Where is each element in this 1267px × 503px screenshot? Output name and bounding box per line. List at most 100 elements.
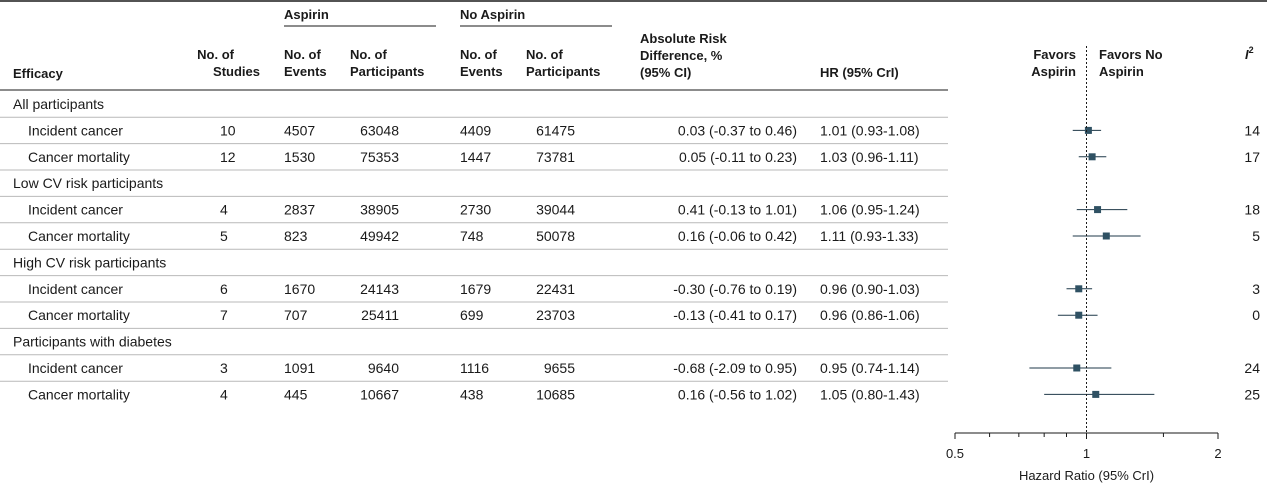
header-favors-no-aspirin-2: Aspirin: [1099, 64, 1144, 79]
no-aspirin-events-cell: 699: [460, 307, 484, 323]
header-favors-aspirin-1: Favors: [1033, 47, 1076, 62]
aspirin-participants-cell: 25411: [361, 307, 399, 323]
i2-cell: 18: [1244, 202, 1260, 218]
header-asp-events-1: No. of: [284, 47, 321, 62]
header-i2-letter: I: [1245, 47, 1249, 62]
aspirin-participants-cell: 24143: [360, 281, 399, 297]
hr-point-marker: [1094, 206, 1102, 214]
absolute-risk-difference-cell: 0.05 (-0.11 to 0.23): [679, 149, 797, 165]
header-ard-2: Difference, %: [640, 48, 723, 63]
no-aspirin-participants-cell: 10685: [536, 386, 575, 402]
row-label: Cancer mortality: [28, 386, 130, 402]
aspirin-participants-cell: 9640: [368, 360, 399, 376]
row-label: Incident cancer: [28, 202, 123, 218]
hr-cell: 0.96 (0.86-1.06): [820, 307, 920, 323]
no-aspirin-participants-cell: 23703: [536, 307, 575, 323]
i2-cell: 17: [1244, 149, 1260, 165]
hr-point-marker: [1102, 232, 1110, 240]
aspirin-events-cell: 4507: [284, 122, 315, 138]
aspirin-participants-cell: 75353: [360, 149, 399, 165]
no-aspirin-participants-cell: 73781: [536, 149, 575, 165]
hr-point-marker: [1075, 285, 1083, 293]
header-ard-1: Absolute Risk: [640, 31, 727, 46]
x-axis-label: Hazard Ratio (95% CrI): [1019, 468, 1154, 483]
absolute-risk-difference-cell: 0.41 (-0.13 to 1.01): [678, 202, 797, 218]
header-no-participants-1: No. of: [526, 47, 563, 62]
aspirin-events-cell: 707: [284, 307, 308, 323]
header-studies-2: Studies: [213, 64, 260, 79]
absolute-risk-difference-cell: -0.13 (-0.41 to 0.17): [673, 307, 797, 323]
header-asp-participants-1: No. of: [350, 47, 387, 62]
group-label: High CV risk participants: [13, 254, 166, 270]
header-aspirin: Aspirin: [284, 7, 329, 22]
header-hr: HR (95% CrI): [820, 65, 899, 80]
aspirin-events-cell: 1670: [284, 281, 315, 297]
group-label: Low CV risk participants: [13, 175, 163, 191]
hr-point-marker: [1084, 126, 1092, 134]
aspirin-events-cell: 2837: [284, 202, 315, 218]
no-aspirin-events-cell: 1116: [460, 360, 489, 376]
i2-cell: 5: [1252, 228, 1260, 244]
no-aspirin-participants-cell: 9655: [544, 360, 575, 376]
no-aspirin-events-cell: 2730: [460, 202, 491, 218]
aspirin-events-cell: 823: [284, 228, 308, 244]
hr-point-marker: [1088, 153, 1096, 161]
studies-cell: 12: [220, 149, 236, 165]
table-header: Aspirin No Aspirin No. of Studies No. of…: [13, 7, 1254, 81]
header-studies-1: No. of: [197, 47, 234, 62]
no-aspirin-events-cell: 4409: [460, 122, 491, 138]
hr-point-marker: [1073, 364, 1081, 372]
header-no-aspirin: No Aspirin: [460, 7, 525, 22]
hr-cell: 1.11 (0.93-1.33): [820, 228, 919, 244]
no-aspirin-participants-cell: 50078: [536, 228, 575, 244]
hr-cell: 0.95 (0.74-1.14): [820, 360, 920, 376]
i2-cell: 0: [1252, 307, 1260, 323]
no-aspirin-participants-cell: 39044: [536, 202, 575, 218]
header-ard-3: (95% CI): [640, 65, 691, 80]
absolute-risk-difference-cell: 0.16 (-0.06 to 0.42): [678, 228, 797, 244]
hr-cell: 1.01 (0.93-1.08): [820, 122, 920, 138]
header-no-events-1: No. of: [460, 47, 497, 62]
absolute-risk-difference-cell: -0.30 (-0.76 to 0.19): [673, 281, 797, 297]
aspirin-participants-cell: 63048: [360, 122, 399, 138]
hr-cell: 1.03 (0.96-1.11): [820, 149, 919, 165]
absolute-risk-difference-cell: -0.68 (-2.09 to 0.95): [673, 360, 797, 376]
row-label: Cancer mortality: [28, 149, 130, 165]
no-aspirin-participants-cell: 61475: [536, 122, 575, 138]
hr-cell: 1.06 (0.95-1.24): [820, 202, 920, 218]
header-no-participants-2: Participants: [526, 64, 600, 79]
header-favors-aspirin-2: Aspirin: [1031, 64, 1076, 79]
no-aspirin-participants-cell: 22431: [536, 281, 575, 297]
i2-cell: 25: [1244, 386, 1260, 402]
aspirin-participants-cell: 49942: [360, 228, 399, 244]
studies-cell: 10: [220, 122, 236, 138]
row-label: Incident cancer: [28, 122, 123, 138]
aspirin-events-cell: 1530: [284, 149, 315, 165]
studies-cell: 7: [220, 307, 228, 323]
i2-cell: 14: [1244, 122, 1260, 138]
aspirin-participants-cell: 38905: [360, 202, 399, 218]
no-aspirin-events-cell: 1679: [460, 281, 491, 297]
hr-cell: 1.05 (0.80-1.43): [820, 386, 920, 402]
x-tick-label: 0.5: [946, 446, 964, 461]
header-asp-events-2: Events: [284, 64, 327, 79]
aspirin-events-cell: 445: [284, 386, 308, 402]
group-label: All participants: [13, 96, 104, 112]
row-label: Incident cancer: [28, 281, 123, 297]
i2-cell: 24: [1244, 360, 1260, 376]
header-asp-participants-2: Participants: [350, 64, 424, 79]
studies-cell: 3: [220, 360, 228, 376]
hr-point-marker: [1092, 390, 1100, 398]
absolute-risk-difference-cell: 0.16 (-0.56 to 1.02): [678, 386, 797, 402]
header-i2: I2: [1245, 45, 1254, 62]
row-label: Incident cancer: [28, 360, 123, 376]
group-label: Participants with diabetes: [13, 334, 172, 350]
studies-cell: 4: [220, 386, 228, 402]
header-efficacy: Efficacy: [13, 66, 64, 81]
studies-cell: 4: [220, 202, 228, 218]
hr-point-marker: [1075, 311, 1083, 319]
no-aspirin-events-cell: 1447: [460, 149, 491, 165]
no-aspirin-events-cell: 438: [460, 386, 484, 402]
aspirin-events-cell: 1091: [284, 360, 315, 376]
